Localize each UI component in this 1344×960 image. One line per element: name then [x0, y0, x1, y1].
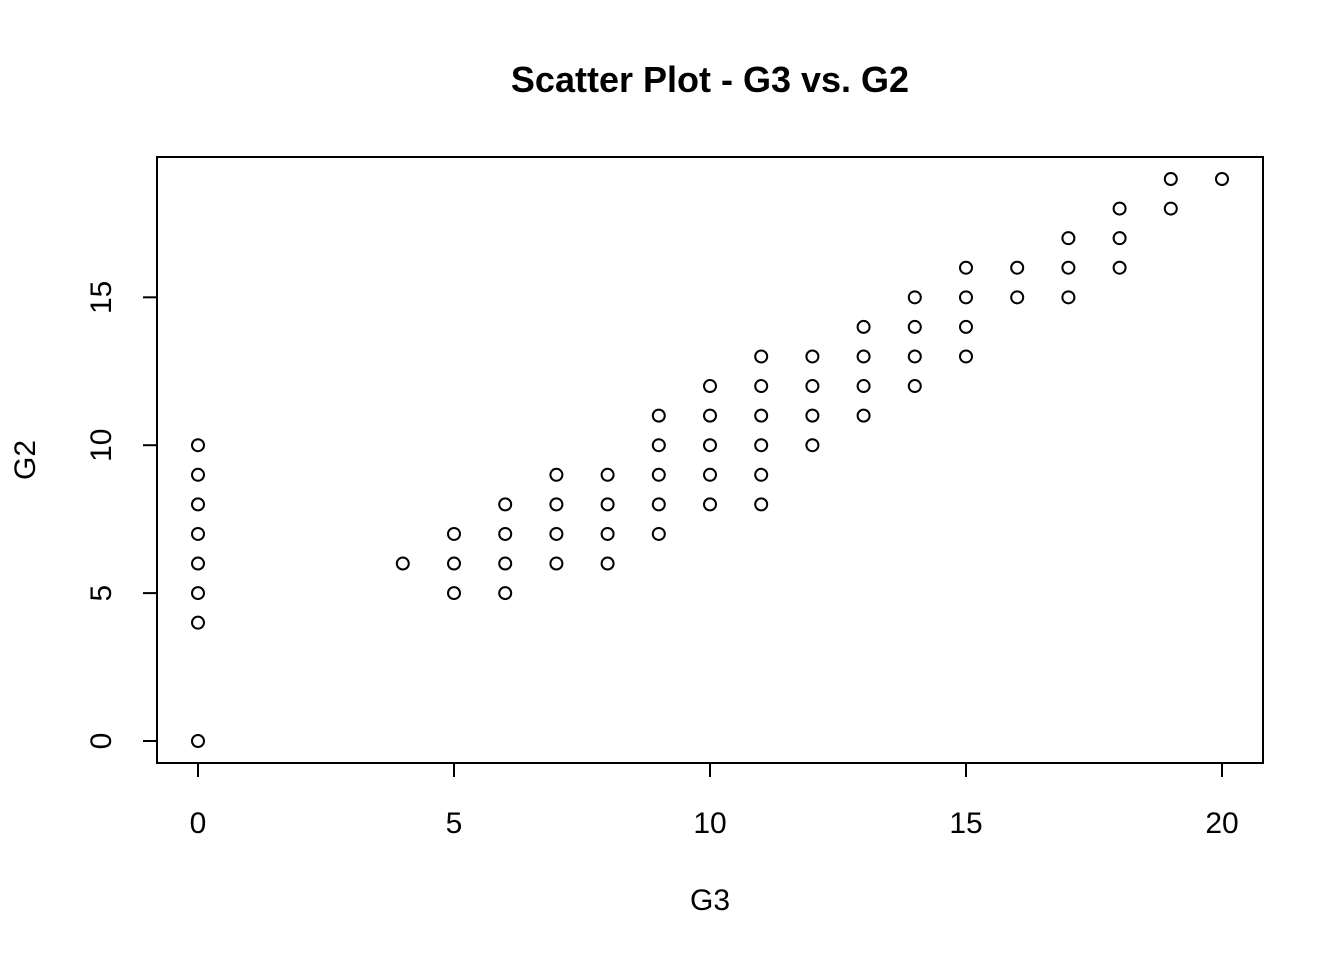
data-point: [651, 497, 666, 512]
data-point: [1112, 260, 1127, 275]
data-point: [191, 497, 205, 512]
x-tick-label: 10: [693, 807, 726, 840]
data-point: [754, 379, 769, 394]
data-point: [1010, 260, 1025, 275]
data-point: [498, 556, 513, 571]
data-point: [395, 556, 410, 571]
y-axis-label: G2: [9, 440, 42, 480]
data-point: [1163, 172, 1178, 186]
x-tick-label: 5: [446, 807, 463, 840]
data-point: [191, 526, 205, 541]
data-point: [703, 408, 717, 423]
data-point: [1061, 290, 1076, 305]
data-point: [191, 586, 205, 601]
data-point: [191, 438, 205, 453]
data-point: [907, 290, 922, 305]
data-point: [805, 408, 820, 423]
data-point: [191, 734, 205, 748]
x-tick-label: 20: [1205, 807, 1238, 840]
data-point: [447, 526, 461, 541]
y-tick-label: 0: [85, 733, 118, 750]
data-point: [907, 319, 922, 334]
data-point: [959, 290, 973, 305]
y-tick-label: 10: [85, 429, 118, 462]
data-point: [651, 467, 666, 482]
data-point: [959, 260, 973, 275]
data-point: [447, 556, 461, 571]
data-point: [498, 586, 513, 601]
x-tick-label: 0: [190, 807, 207, 840]
data-point: [754, 497, 769, 512]
x-tick-label: 15: [949, 807, 982, 840]
data-point: [600, 556, 615, 571]
data-point: [1061, 231, 1076, 246]
data-point: [600, 526, 615, 541]
data-point: [959, 319, 973, 334]
data-point: [805, 349, 820, 364]
data-point: [651, 438, 666, 453]
data-point: [754, 467, 769, 482]
data-point: [1112, 231, 1127, 246]
data-point: [498, 526, 513, 541]
data-point: [549, 497, 564, 512]
data-point: [447, 586, 461, 601]
chart-title: Scatter Plot - G3 vs. G2: [511, 59, 909, 100]
data-point: [549, 556, 564, 571]
data-point: [856, 349, 871, 364]
data-point: [959, 349, 973, 364]
data-point: [703, 379, 717, 394]
data-point: [907, 349, 922, 364]
data-point: [754, 408, 769, 423]
plot-frame: [156, 156, 1264, 764]
data-point: [498, 497, 513, 512]
data-point: [856, 379, 871, 394]
y-axis: 0 5 10 15: [85, 281, 158, 750]
data-points: [191, 172, 1229, 748]
data-point: [549, 467, 564, 482]
x-axis: 0 5 10 15 20: [190, 762, 1239, 840]
data-point: [1010, 290, 1025, 305]
data-point: [1061, 260, 1076, 275]
y-tick-label: 15: [85, 281, 118, 314]
data-point: [1163, 201, 1178, 216]
data-point: [703, 497, 717, 512]
data-point: [805, 379, 820, 394]
data-point: [1112, 201, 1127, 216]
data-point: [191, 556, 205, 571]
data-point: [703, 467, 717, 482]
data-point: [754, 349, 769, 364]
data-point: [856, 408, 871, 423]
y-tick-label: 5: [85, 585, 118, 602]
data-point: [1215, 172, 1229, 186]
data-point: [805, 438, 820, 453]
data-point: [549, 526, 564, 541]
x-axis-label: G3: [690, 884, 730, 917]
data-point: [754, 438, 769, 453]
data-point: [856, 319, 871, 334]
data-point: [600, 467, 615, 482]
data-point: [907, 379, 922, 394]
data-point: [600, 497, 615, 512]
data-point: [651, 526, 666, 541]
data-point: [703, 438, 717, 453]
data-point: [651, 408, 666, 423]
data-point: [191, 467, 205, 482]
data-point: [191, 615, 205, 630]
